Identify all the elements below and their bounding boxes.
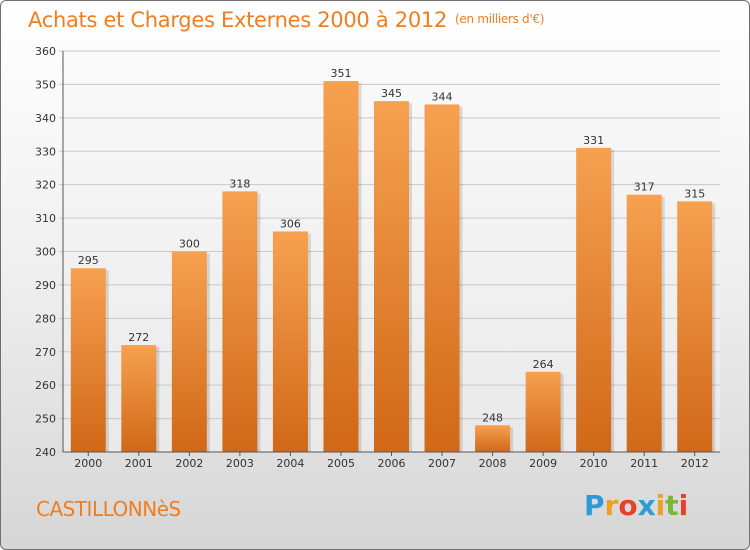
bar bbox=[374, 101, 409, 452]
y-tick-label: 330 bbox=[35, 145, 56, 158]
bar bbox=[475, 425, 511, 452]
x-tick-label: 2006 bbox=[378, 457, 406, 470]
chart-title: Achats et Charges Externes 2000 à 2012 (e… bbox=[28, 8, 544, 32]
logo-letter: P bbox=[584, 489, 605, 522]
data-label: 318 bbox=[229, 177, 250, 190]
data-label: 344 bbox=[432, 90, 453, 103]
x-tick-label: 2012 bbox=[681, 457, 709, 470]
x-tick-label: 2011 bbox=[630, 457, 658, 470]
chart-title-text: Achats et Charges Externes 2000 à 2012 bbox=[28, 8, 448, 32]
y-tick-label: 260 bbox=[35, 379, 56, 392]
bar bbox=[222, 191, 258, 452]
bar bbox=[576, 147, 612, 453]
x-tick-label: 2007 bbox=[428, 457, 456, 470]
data-label: 306 bbox=[280, 217, 301, 230]
logo-letter: r bbox=[604, 489, 619, 522]
x-tick-label: 2010 bbox=[580, 457, 608, 470]
data-label: 331 bbox=[583, 134, 604, 147]
data-label: 264 bbox=[533, 358, 554, 371]
data-label: 272 bbox=[128, 331, 149, 344]
logo-letter: o bbox=[618, 489, 638, 522]
y-tick-label: 310 bbox=[35, 212, 56, 225]
x-tick-label: 2005 bbox=[327, 457, 355, 470]
proxiti-logo: Proxiti bbox=[584, 489, 688, 522]
data-label: 300 bbox=[179, 238, 200, 251]
commune-name: CASTILLONNèS bbox=[36, 497, 181, 521]
x-tick-label: 2008 bbox=[479, 457, 507, 470]
bar bbox=[626, 194, 662, 453]
y-tick-label: 300 bbox=[35, 246, 56, 259]
data-label: 248 bbox=[482, 411, 503, 424]
logo-letter: x bbox=[637, 489, 656, 522]
bar bbox=[323, 81, 359, 452]
data-label: 351 bbox=[330, 67, 351, 80]
y-tick-label: 250 bbox=[35, 413, 56, 426]
x-tick-label: 2003 bbox=[226, 457, 254, 470]
y-tick-label: 350 bbox=[35, 78, 56, 91]
x-tick-label: 2002 bbox=[175, 457, 203, 470]
x-tick-label: 2009 bbox=[529, 457, 557, 470]
logo-letter: t bbox=[665, 489, 679, 522]
y-tick-label: 360 bbox=[35, 45, 56, 58]
x-tick-label: 2000 bbox=[74, 457, 102, 470]
bar bbox=[677, 201, 713, 452]
x-tick-label: 2001 bbox=[125, 457, 153, 470]
bar bbox=[525, 371, 561, 452]
y-tick-label: 240 bbox=[35, 446, 56, 459]
y-tick-label: 320 bbox=[35, 179, 56, 192]
bar bbox=[171, 251, 207, 452]
logo-letter: i bbox=[655, 489, 666, 522]
bar bbox=[424, 104, 460, 452]
y-tick-label: 340 bbox=[35, 112, 56, 125]
data-label: 315 bbox=[684, 187, 705, 200]
data-label: 345 bbox=[381, 87, 402, 100]
logo-letter: i bbox=[678, 489, 689, 522]
bar bbox=[272, 231, 308, 452]
bar bbox=[70, 268, 106, 452]
chart-unit: (en milliers d'€) bbox=[455, 12, 545, 26]
x-tick-label: 2004 bbox=[276, 457, 304, 470]
y-tick-label: 290 bbox=[35, 279, 56, 292]
y-tick-label: 280 bbox=[35, 312, 56, 325]
data-label: 317 bbox=[634, 181, 655, 194]
data-label: 295 bbox=[78, 254, 99, 267]
bar bbox=[121, 345, 157, 452]
y-tick-label: 270 bbox=[35, 346, 56, 359]
